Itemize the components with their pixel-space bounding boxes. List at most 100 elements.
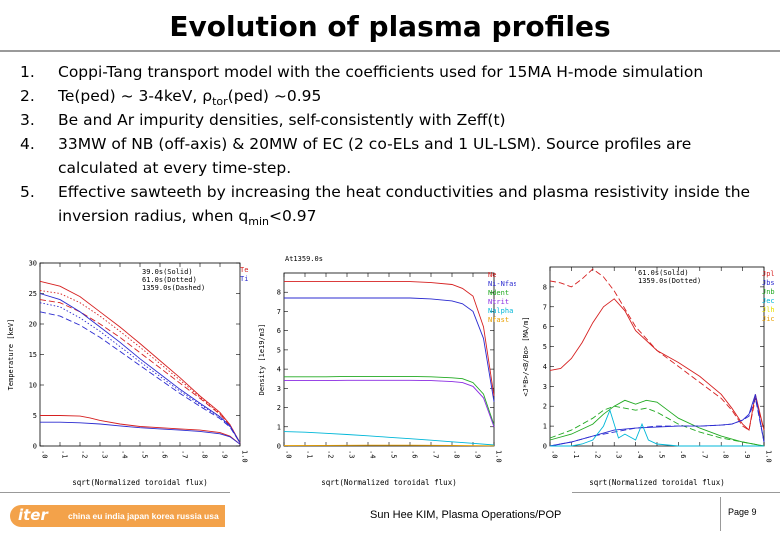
list-item: 5. Effective sawteeth by increasing the h… [20,180,770,228]
text-run: 33MW of NB (off-axis) & 20MW of EC (2 co… [58,135,692,177]
density-chart: 0 1 2 3 4 5 6 7 8 .0 .1 .2 .3 .4 .5 .6 .7 .8 .9 1.0 sqrt(Nor… [258,255,516,487]
list-item-text: Effective sawteeth by increasing the hea… [58,180,770,228]
legend-entry: Jec [762,297,775,305]
legend-entry: Nfast [488,316,509,324]
page-number: Page 9 [728,507,757,517]
x-tick-label: .2 [593,450,601,458]
y-tick-label: 20 [29,321,37,329]
legend-entry: Jic [762,315,775,323]
y-tick-label: 4 [277,366,281,374]
legend-style-text: 1359.0s(Dotted) [638,277,701,285]
y-tick-label: 6 [543,323,547,331]
list-item-text: Be and Ar impurity densities, self-consi… [58,108,770,132]
list-item-number: 4. [20,135,35,153]
x-tick-label: .9 [743,450,751,458]
x-tick-label: .1 [572,450,580,458]
temperature-chart: 0 5 10 15 20 25 30 .0 .1 .2 .3 .4 .5 .6 .7 .8 .9 1.0 sqrt(… [7,260,249,488]
plot-frame [549,266,765,447]
y-tick-label: 1 [543,423,547,431]
x-tick-label: .5 [141,450,149,458]
list-item-text: 33MW of NB (off-axis) & 20MW of EC (2 co… [58,132,770,180]
x-tick-label: 1.0 [495,450,503,463]
iter-logo [10,505,225,527]
x-tick-label: .8 [453,450,461,458]
list-item-number: 2. [20,87,35,105]
legend-entry: Jbs [762,279,775,287]
series-line-ni-nfas [284,297,495,402]
series-line-ne [284,281,495,397]
x-tick-label: .4 [121,450,129,458]
legend-entry: Ntrit [488,298,509,306]
x-tick-label: .3 [615,450,623,458]
text-run: Coppi-Tang transport model with the coef… [58,63,704,81]
y-axis-label: Density [1e19/m3] [258,324,266,396]
legend-entry: Ni-Nfas [488,280,516,288]
y-tick-label: 3 [543,383,547,391]
x-tick-label: .1 [61,450,69,458]
legend-entry: Jlh [762,306,775,314]
x-tick-label: .3 [101,450,109,458]
y-tick-label: 10 [29,382,37,390]
y-tick-label: 25 [29,290,37,298]
y-tick-label: 0 [543,443,547,451]
x-tick-label: .7 [432,450,440,458]
series-line-ntrit [284,379,495,427]
x-tick-label: 1.0 [765,450,773,463]
x-tick-label: .4 [636,450,644,458]
x-tick-label: .7 [700,450,708,458]
series-line-ndent [284,375,495,426]
y-tick-label: 1 [277,423,281,431]
x-tick-label: .5 [390,450,398,458]
legend-style-text: 61.0s(Dotted) [142,276,197,284]
x-axis-label: sqrt(Normalized toroidal flux) [321,478,456,487]
bullet-list: 1. Coppi-Tang transport model with the co… [20,60,770,228]
series-line-jnb [549,405,765,447]
x-tick-label: .8 [722,450,730,458]
plot-frame [283,272,495,447]
x-axis-label: sqrt(Normalized toroidal flux) [589,478,724,487]
y-tick-label: 8 [277,289,281,297]
list-item: 2. Te(ped) ~ 3-4keV, ρtor(ped) ~0.95 [20,84,770,108]
slide-title: Evolution of plasma profiles [169,10,611,43]
y-tick-label: 30 [29,260,37,268]
footer-divider-right [572,492,780,493]
y-axis-label: Temperature [keV] [7,319,15,391]
iter-logo-word: iter [18,506,48,524]
y-tick-label: 6 [277,327,281,335]
footer-author: Sun Hee KIM, Plasma Operations/POP [370,509,562,521]
y-tick-label: 4 [543,363,547,371]
series-line-ti [39,311,241,444]
list-item-number: 1. [20,63,35,81]
x-tick-label: .6 [161,450,169,458]
x-tick-label: .7 [181,450,189,458]
current-density-chart: 0 1 2 3 4 5 6 7 8 .0 .1 .2 .3 .4 .5 .6 .7 .8 .9 1.0 sqrt(Nor… [522,266,775,487]
x-tick-label: 1.0 [241,450,249,463]
x-axis-label: sqrt(Normalized toroidal flux) [72,478,207,487]
y-tick-label: 0 [33,443,37,451]
x-tick-label: .0 [551,450,559,458]
y-tick-label: 3 [277,385,281,393]
x-tick-label: .0 [41,450,49,458]
legend-style-text: 39.0s(Solid) [142,268,193,276]
series-line-nfast [283,444,495,447]
y-tick-label: 0 [277,443,281,451]
y-tick-label: 7 [543,303,547,311]
plot-frame [39,262,241,447]
x-tick-label: .5 [658,450,666,458]
series-line-nalpha [283,431,495,446]
chart-title: At1359.0s [285,255,323,263]
series-line-ti [39,302,241,444]
text-run: Effective sawteeth by increasing the hea… [58,183,751,225]
text-run: (ped) ~0.95 [227,87,322,105]
series-line-jpl [549,268,765,431]
y-tick-label: 5 [277,346,281,354]
series-line-jnb [549,399,765,447]
x-tick-label: .6 [679,450,687,458]
legend-entry: Jpl [762,270,775,278]
legend-entry: Ti [240,275,248,283]
x-tick-label: .3 [348,450,356,458]
series-line-te [40,415,241,445]
legend-entry: Ndent [488,289,509,297]
series-line-ti [39,293,241,444]
x-tick-label: .1 [306,450,314,458]
